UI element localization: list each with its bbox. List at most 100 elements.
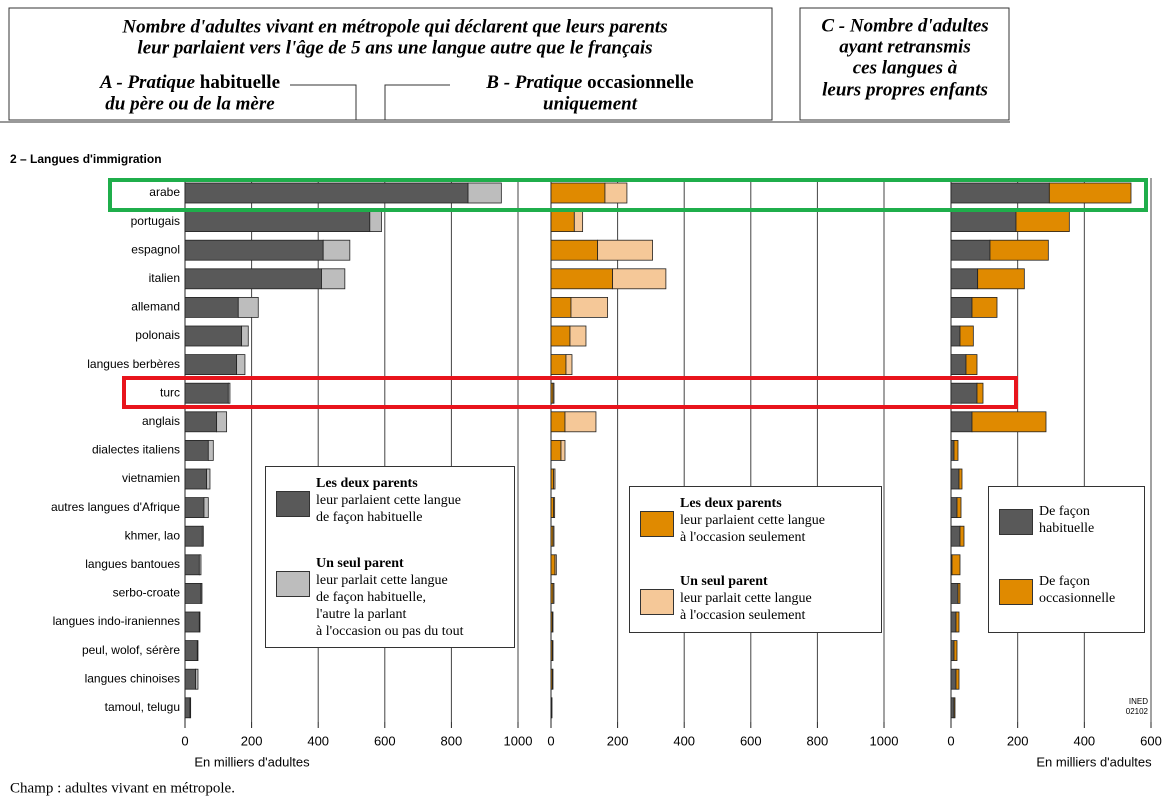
bar	[184, 354, 238, 376]
bar	[953, 439, 959, 461]
x-tick-label: 400	[1073, 733, 1095, 748]
bar	[237, 296, 259, 318]
section-title: 2 – Langues d'immigration	[10, 152, 162, 166]
category-label: polonais	[135, 328, 180, 342]
category-label: italien	[149, 271, 180, 285]
bar	[950, 640, 955, 661]
bar	[184, 554, 200, 576]
category-label: serbo-croate	[113, 586, 181, 600]
bar	[958, 468, 963, 490]
bar	[550, 354, 567, 376]
legend-name: Les deux parents	[316, 476, 418, 491]
panel-title: ces langues à	[853, 57, 958, 78]
legend-swatch	[276, 571, 310, 597]
bar	[955, 611, 960, 633]
bar	[550, 325, 571, 347]
legend-swatch	[999, 509, 1033, 535]
bar	[184, 268, 322, 290]
bar	[322, 239, 351, 261]
category-label: vietnamien	[122, 471, 180, 485]
bar	[207, 439, 214, 461]
bar	[569, 325, 587, 347]
bar	[565, 354, 573, 376]
bar	[184, 497, 205, 519]
category-label: langues chinoises	[85, 671, 180, 685]
bar	[950, 411, 973, 433]
header-line: leur parlaient vers l'âge de 5 ans une l…	[137, 37, 652, 58]
legend-desc: à l'occasion ou pas du tout	[316, 624, 464, 639]
panel-subtitle: uniquement	[543, 93, 638, 114]
x-tick-label: 600	[1140, 733, 1162, 748]
x-tick-label: 600	[374, 733, 396, 748]
category-label: langues berbères	[87, 357, 180, 371]
bar	[950, 468, 960, 490]
highlight-box	[108, 178, 1148, 212]
bar	[550, 554, 556, 576]
bar	[951, 554, 961, 576]
legend: De façon habituelle De façon occasionnell…	[988, 486, 1145, 633]
bar	[195, 668, 199, 690]
legend-name: De façon occasionnelle	[1039, 574, 1116, 606]
bar	[971, 411, 1047, 433]
legend-desc: à l'occasion seulement	[680, 608, 806, 623]
legend-swatch	[276, 491, 310, 517]
bar	[184, 668, 197, 690]
category-label: espagnol	[131, 242, 180, 256]
bar	[551, 668, 554, 690]
bar	[189, 697, 192, 719]
legend-desc: leur parlait cette langue	[680, 591, 812, 606]
bar	[950, 325, 961, 347]
bar	[573, 211, 584, 233]
x-tick-label: 800	[441, 733, 463, 748]
x-tick-label: 400	[307, 733, 329, 748]
legend-text: De façon habituelle	[1039, 503, 1129, 537]
bar	[184, 611, 200, 633]
bar	[184, 697, 191, 719]
bar	[550, 296, 572, 318]
panel-title: B - Pratique occasionnelle	[485, 72, 693, 93]
x-tick-label: 1000	[504, 733, 533, 748]
note: Champ : adultes vivant en métropole.	[10, 780, 235, 796]
x-axis-label: En milliers d'adultes	[1036, 754, 1152, 769]
highlight-box	[122, 376, 1018, 409]
bar	[953, 697, 956, 719]
bar	[959, 525, 965, 547]
category-label: arabe	[149, 185, 180, 199]
bar	[184, 525, 203, 547]
bar	[196, 640, 199, 661]
bar	[950, 439, 955, 461]
legend-desc: leur parlaient cette langue	[316, 493, 461, 508]
panel-title-part: A - Pratique	[99, 72, 196, 93]
legend-desc: leur parlaient cette langue	[680, 513, 825, 528]
bar	[950, 382, 978, 404]
bar	[560, 439, 566, 461]
legend-desc: de façon habituelle	[316, 510, 423, 525]
bar	[550, 182, 606, 204]
bar	[184, 640, 198, 661]
category-label: dialectes italiens	[92, 443, 180, 457]
bar	[184, 583, 202, 604]
legend-text: Un seul parent leur parlait cette langue à…	[680, 573, 875, 624]
x-tick-label: 600	[740, 733, 762, 748]
bar	[200, 583, 203, 604]
x-tick-label: 1000	[870, 733, 899, 748]
bar	[369, 211, 382, 233]
legend-name: Les deux parents	[680, 496, 782, 511]
bar	[216, 411, 228, 433]
bar	[184, 468, 208, 490]
category-label: khmer, lao	[125, 528, 181, 542]
panel-title: C - Nombre d'adultes	[821, 15, 988, 36]
bar	[201, 525, 204, 547]
legend-swatch	[999, 579, 1033, 605]
bar	[552, 583, 555, 604]
legend-text: Les deux parents leur parlaient cette lan…	[316, 475, 508, 526]
bar	[1048, 182, 1132, 204]
bar	[950, 525, 961, 547]
panel-title: A - Pratique habituelle	[99, 72, 280, 93]
legend-text: Les deux parents leur parlaient cette lan…	[680, 495, 875, 546]
x-tick-label: 200	[607, 733, 629, 748]
legend-desc: de façon habituelle,	[316, 590, 427, 605]
bar	[227, 382, 231, 404]
x-tick-label: 200	[1007, 733, 1029, 748]
